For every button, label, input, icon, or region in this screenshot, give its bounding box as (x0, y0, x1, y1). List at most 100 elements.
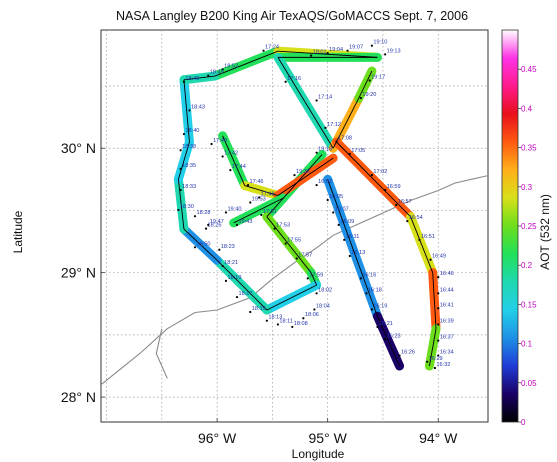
coastline (101, 175, 488, 386)
time-marker (437, 323, 440, 326)
coastline-path (101, 175, 488, 386)
time-marker (193, 215, 197, 218)
time-marker (182, 80, 186, 83)
time-label: 16:51 (421, 234, 435, 240)
time-marker (426, 360, 429, 363)
colorbar (501, 29, 519, 423)
time-label: 17:46 (250, 179, 264, 185)
time-label: 17:53 (276, 223, 290, 229)
time-marker (204, 227, 208, 230)
time-marker (376, 325, 379, 329)
time-label: 16:21 (379, 321, 393, 327)
time-label: 17:59 (309, 272, 323, 278)
time-label: 16:18 (368, 287, 382, 293)
time-label: 17:51 (263, 209, 277, 215)
time-label: 19:50 (196, 241, 210, 247)
track-centerline (266, 154, 323, 217)
time-label: 18:40 (185, 128, 199, 134)
time-marker (370, 44, 373, 47)
time-marker (284, 80, 287, 83)
time-label: 17:16 (287, 76, 301, 82)
latitude-ticks: 30° N 29° N 28° N (61, 140, 105, 405)
time-marker (249, 201, 252, 204)
time-marker (429, 258, 432, 261)
time-marker (229, 169, 232, 172)
colorbar-tick-label: 0.35 (521, 144, 537, 153)
time-label: 17:24 (265, 45, 279, 51)
time-label: 19:43 (239, 219, 253, 225)
track-centerline (277, 57, 334, 149)
track-centerline (177, 179, 185, 230)
time-label: 17:02 (373, 169, 387, 175)
time-marker (313, 308, 316, 311)
time-label: 19:36 (296, 169, 310, 175)
time-label: 16:54 (409, 215, 423, 221)
time-marker (437, 292, 440, 295)
latitude-tick-label: 30° N (61, 140, 96, 156)
time-marker (179, 188, 182, 192)
track-centerline (177, 141, 190, 180)
track-centerline (277, 50, 378, 58)
time-label: 18:11 (279, 318, 293, 324)
time-marker (418, 238, 421, 241)
track-centerline (214, 50, 279, 77)
time-marker (370, 308, 373, 311)
time-marker (260, 213, 263, 217)
colorbar-tick-label: 0.2 (521, 261, 533, 270)
time-marker (177, 208, 180, 212)
time-marker (221, 264, 224, 268)
time-marker (406, 220, 409, 223)
track-centerline (327, 179, 378, 317)
time-label: 17:05 (351, 148, 365, 154)
time-label: 17:14 (318, 94, 332, 100)
time-marker (348, 254, 351, 258)
time-label: 17:40 (213, 138, 227, 144)
time-marker (235, 295, 239, 299)
latitude-tick-label: 29° N (61, 265, 96, 281)
time-label: 16:49 (432, 254, 446, 260)
latitude-tick-label: 28° N (61, 389, 96, 405)
time-marker (384, 53, 387, 56)
time-marker (332, 211, 335, 214)
time-label: 19:40 (227, 206, 241, 212)
colorbar-tick-label: 0.4 (521, 104, 533, 113)
time-label: 18:02 (318, 287, 332, 293)
track-centerline (183, 79, 190, 143)
time-marker (326, 52, 329, 55)
time-label: 16:29 (429, 356, 443, 362)
time-label: 17:55 (287, 238, 301, 244)
time-label: 18:08 (294, 321, 308, 327)
time-marker (258, 196, 261, 199)
time-marker (359, 96, 362, 100)
time-label: 19:13 (387, 48, 401, 54)
time-label: 16:23 (387, 333, 401, 339)
time-label: 17:57 (298, 252, 312, 258)
time-marker (437, 354, 440, 357)
time-label: 19:01 (313, 50, 327, 56)
time-label: 19:04 (329, 47, 343, 53)
coastline-inlet (155, 328, 168, 379)
time-label: 18:49 (210, 70, 224, 76)
time-label: 16:41 (440, 302, 454, 308)
time-marker (326, 198, 329, 202)
colorbar-tick-label: 0.1 (521, 340, 533, 349)
time-label: 16:19 (373, 304, 387, 310)
time-marker (365, 292, 368, 295)
time-marker (348, 152, 351, 156)
time-marker (315, 99, 318, 102)
time-label: 18:06 (305, 312, 319, 318)
time-marker (315, 292, 318, 295)
time-label: 19:10 (373, 40, 387, 46)
time-marker (224, 211, 228, 214)
time-label: 19:18 (318, 147, 332, 153)
time-marker (437, 339, 440, 342)
y-axis-label: Latitude (11, 210, 25, 253)
time-marker (246, 183, 250, 187)
time-label: 18:52 (224, 63, 238, 69)
time-marker (398, 354, 401, 357)
time-marker (346, 49, 349, 52)
time-label: 19:53 (252, 196, 266, 202)
time-marker (293, 174, 296, 177)
